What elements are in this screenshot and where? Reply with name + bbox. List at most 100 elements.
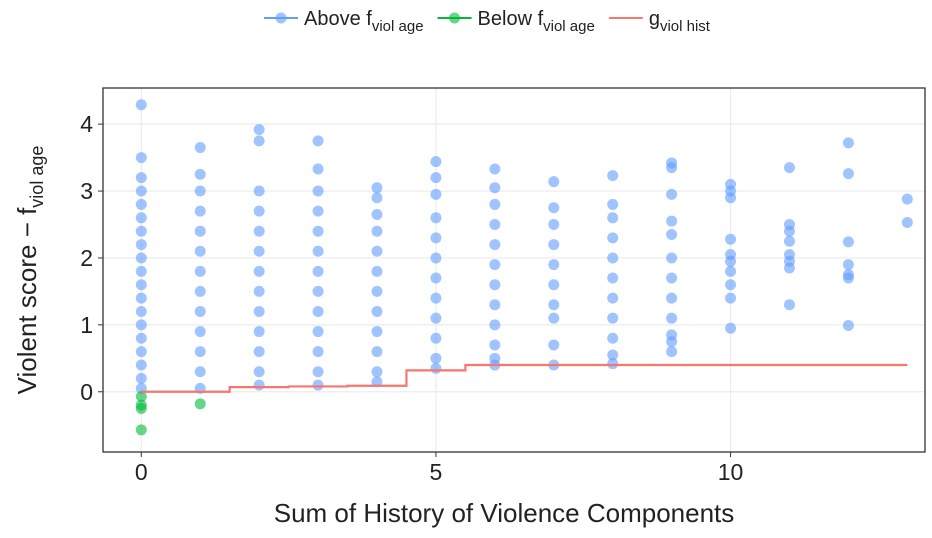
- point: [253, 265, 265, 277]
- point: [194, 265, 206, 277]
- point: [666, 292, 678, 304]
- point: [725, 265, 737, 277]
- point: [135, 152, 147, 164]
- point: [901, 216, 913, 228]
- point: [548, 202, 560, 214]
- point: [253, 123, 265, 135]
- point: [430, 292, 442, 304]
- point: [253, 205, 265, 217]
- point: [135, 372, 147, 384]
- point: [253, 245, 265, 257]
- point: [489, 279, 501, 291]
- point: [430, 362, 442, 374]
- point: [135, 185, 147, 197]
- point: [725, 233, 737, 245]
- point: [135, 225, 147, 237]
- point: [312, 379, 324, 391]
- point: [194, 346, 206, 358]
- y-axis-title-sub: viol age: [27, 146, 47, 208]
- point: [607, 272, 619, 284]
- point: [842, 236, 854, 248]
- point: [135, 319, 147, 331]
- point: [666, 215, 678, 227]
- y-tick-label: 0: [80, 379, 93, 405]
- point: [371, 285, 383, 297]
- legend-key-point: [449, 12, 461, 24]
- legend-label-sub: viol hist: [660, 18, 711, 35]
- point: [666, 252, 678, 264]
- point: [430, 252, 442, 264]
- x-tick-label: 5: [430, 459, 443, 485]
- point: [725, 279, 737, 291]
- point: [489, 219, 501, 230]
- legend-label-sub: viol age: [543, 18, 595, 35]
- point: [194, 142, 206, 154]
- point: [312, 205, 324, 217]
- legend-label: Below fviol age: [478, 8, 595, 35]
- point: [666, 272, 678, 284]
- point: [312, 326, 324, 338]
- panel-border: [102, 87, 926, 453]
- point: [194, 225, 206, 237]
- point: [548, 279, 560, 291]
- point: [371, 182, 383, 194]
- point: [666, 229, 678, 241]
- legend-label-sub: viol age: [372, 18, 424, 35]
- point: [666, 312, 678, 324]
- y-axis-title: Violent score − fviol age: [12, 146, 47, 395]
- point: [607, 170, 619, 182]
- point: [194, 366, 206, 378]
- point: [135, 198, 147, 210]
- point: [312, 245, 324, 257]
- point: [312, 346, 324, 358]
- point: [371, 208, 383, 220]
- point: [489, 259, 501, 271]
- point: [489, 198, 501, 210]
- point: [430, 172, 442, 184]
- point: [253, 379, 265, 391]
- point: [548, 176, 560, 188]
- point: [842, 259, 854, 271]
- point: [666, 162, 678, 174]
- point: [371, 225, 383, 237]
- point: [194, 285, 206, 297]
- y-tick-label: 4: [80, 111, 93, 137]
- point: [548, 219, 560, 230]
- legend-key-point: [275, 12, 287, 24]
- point: [253, 225, 265, 237]
- point: [371, 245, 383, 257]
- point: [312, 265, 324, 277]
- point: [607, 349, 619, 361]
- point: [666, 336, 678, 348]
- point: [371, 366, 383, 378]
- point: [371, 376, 383, 388]
- point: [194, 185, 206, 197]
- point: [607, 212, 619, 224]
- point: [430, 232, 442, 244]
- point: [489, 163, 501, 175]
- point: [548, 312, 560, 324]
- point: [253, 326, 265, 338]
- point: [489, 319, 501, 331]
- point: [194, 245, 206, 257]
- point: [783, 262, 795, 274]
- point: [489, 239, 501, 251]
- point: [371, 326, 383, 338]
- point: [607, 252, 619, 264]
- point: [783, 162, 795, 174]
- point: [135, 390, 147, 402]
- point: [489, 299, 501, 311]
- legend-label: gviol hist: [649, 8, 711, 35]
- point: [135, 239, 147, 251]
- point: [135, 332, 147, 344]
- point: [430, 352, 442, 364]
- point: [489, 339, 501, 351]
- point: [194, 398, 206, 410]
- point: [548, 299, 560, 311]
- point: [135, 252, 147, 264]
- point: [371, 265, 383, 277]
- legend-label-main: Below f: [478, 8, 544, 30]
- point: [253, 305, 265, 317]
- point: [253, 285, 265, 297]
